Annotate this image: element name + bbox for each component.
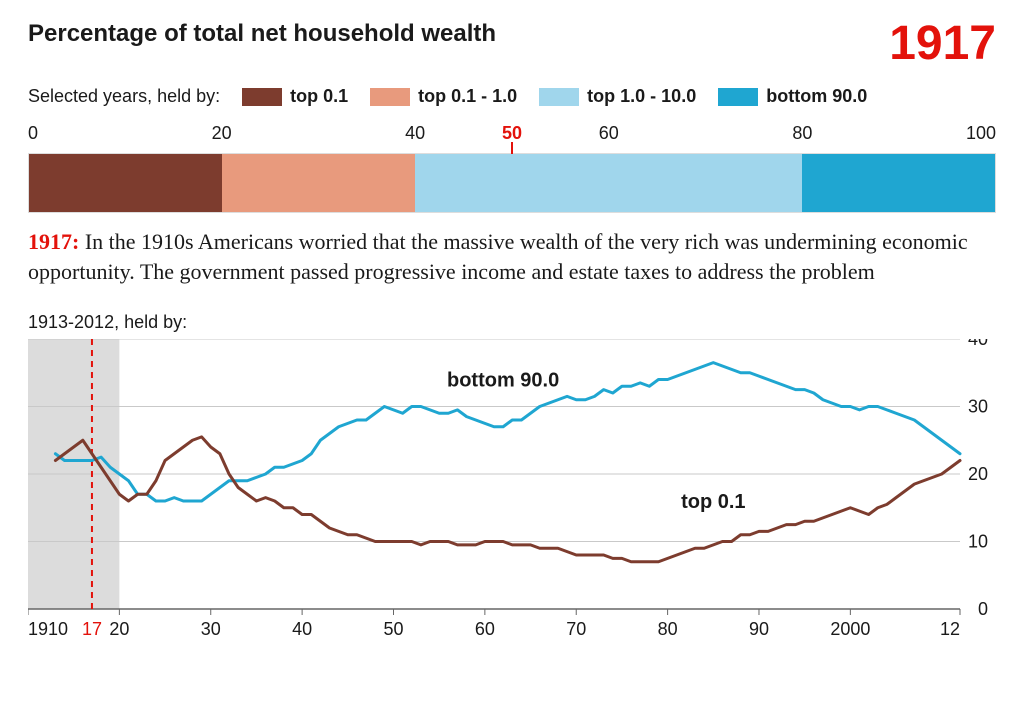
x-axis-label: 40 bbox=[292, 619, 312, 639]
legend-label: bottom 90.0 bbox=[766, 86, 867, 107]
legend-label: top 0.1 - 1.0 bbox=[418, 86, 517, 107]
description-text: In the 1910s Americans worried that the … bbox=[28, 229, 968, 284]
bar-segment bbox=[415, 154, 801, 212]
description-year: 1917: bbox=[28, 229, 79, 254]
bar-axis-tick: 80 bbox=[792, 123, 812, 144]
y-axis-label: 40 bbox=[968, 339, 988, 349]
legend-label: top 0.1 bbox=[290, 86, 348, 107]
chart-title: Percentage of total net household wealth bbox=[28, 20, 496, 48]
legend-item: top 0.1 - 1.0 bbox=[370, 86, 517, 107]
legend-item: bottom 90.0 bbox=[718, 86, 867, 107]
stacked-bar bbox=[28, 153, 996, 213]
line-chart-svg: 0 10 20 30 40 1910 20 30 40 50 60 70 80 90 2000 12 17 bot… bbox=[28, 339, 996, 649]
x-axis-label: 60 bbox=[475, 619, 495, 639]
y-axis-label: 10 bbox=[968, 532, 988, 552]
x-axis-label: 90 bbox=[749, 619, 769, 639]
x-axis-label: 12 bbox=[940, 619, 960, 639]
series-label: bottom 90.0 bbox=[447, 370, 559, 392]
legend-item: top 0.1 bbox=[242, 86, 348, 107]
highlight-year: 1917 bbox=[889, 20, 996, 68]
series-label: top 0.1 bbox=[681, 491, 745, 513]
legend-swatch bbox=[370, 88, 410, 106]
x-axis-label: 70 bbox=[566, 619, 586, 639]
bar-axis-tick: 50 bbox=[502, 123, 522, 144]
legend-label: top 1.0 - 10.0 bbox=[587, 86, 696, 107]
marker-label: 17 bbox=[82, 619, 102, 639]
fifty-marker-icon bbox=[511, 142, 513, 154]
bar-axis-tick: 20 bbox=[212, 123, 232, 144]
bar-axis-tick: 40 bbox=[405, 123, 425, 144]
bar-axis-tick: 0 bbox=[28, 123, 38, 144]
bar-segment bbox=[222, 154, 415, 212]
legend: Selected years, held by: top 0.1 top 0.1… bbox=[28, 86, 996, 107]
x-axis-label: 50 bbox=[383, 619, 403, 639]
legend-swatch bbox=[539, 88, 579, 106]
y-axis-label: 20 bbox=[968, 464, 988, 484]
bar-segment bbox=[29, 154, 222, 212]
line-chart: 0 10 20 30 40 1910 20 30 40 50 60 70 80 90 2000 12 17 bot… bbox=[28, 339, 996, 654]
legend-intro: Selected years, held by: bbox=[28, 86, 220, 107]
x-axis-label: 80 bbox=[658, 619, 678, 639]
description: 1917: In the 1910s Americans worried tha… bbox=[28, 227, 996, 286]
legend-swatch bbox=[718, 88, 758, 106]
legend-swatch bbox=[242, 88, 282, 106]
bar-axis-tick: 100 bbox=[966, 123, 996, 144]
x-axis-label: 2000 bbox=[830, 619, 870, 639]
x-axis-label: 20 bbox=[109, 619, 129, 639]
x-axis-label: 30 bbox=[201, 619, 221, 639]
bar-axis-tick: 60 bbox=[599, 123, 619, 144]
legend-item: top 1.0 - 10.0 bbox=[539, 86, 696, 107]
y-axis-label: 0 bbox=[978, 599, 988, 619]
x-axis-label: 1910 bbox=[28, 619, 68, 639]
linechart-subtitle: 1913-2012, held by: bbox=[28, 312, 996, 333]
y-axis-label: 30 bbox=[968, 397, 988, 417]
bar-segment bbox=[802, 154, 995, 212]
series-line bbox=[55, 437, 960, 562]
